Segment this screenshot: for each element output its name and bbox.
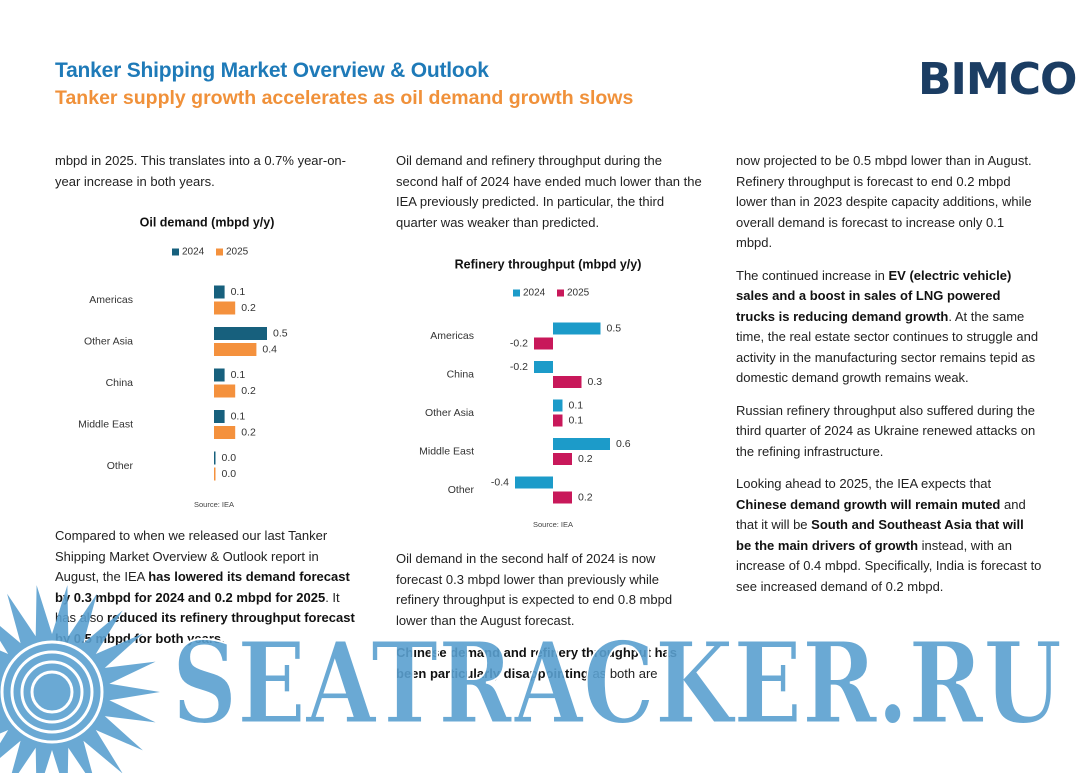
text: now projected to be 0.5 mbpd lower than … (736, 153, 1032, 250)
value-label: 0.5 (273, 327, 288, 339)
category-label: Other (448, 484, 475, 496)
bar (515, 476, 553, 489)
chart-title: Refinery throughput (mbpd y/y) (455, 257, 642, 271)
legend-label: 2024 (523, 288, 546, 299)
value-label: -0.2 (510, 337, 528, 349)
text: and that it will be (736, 496, 1026, 533)
bold-text: Chinese demand and refinery throughput h… (396, 645, 677, 681)
text: Looking ahead to 2025, the IEA expects t… (736, 476, 992, 491)
bold-text: Chinese demand growth will remain muted (736, 496, 1001, 512)
sunburst-ring (30, 670, 74, 714)
legend-label: 2025 (226, 247, 249, 258)
bar (553, 322, 601, 335)
value-label: 0.1 (569, 399, 584, 411)
paragraph: now projected to be 0.5 mbpd lower than … (736, 151, 1042, 254)
value-label: 0.0 (222, 452, 237, 464)
source: Source: IEA (533, 520, 573, 529)
paragraph: Compared to when we released our last Ta… (55, 526, 361, 649)
category-label: Middle East (419, 445, 474, 457)
category-label: Other Asia (84, 335, 133, 347)
sunburst-ring (10, 650, 94, 734)
legend-label: 2024 (182, 247, 205, 258)
text: instead, with an increase of 0.4 mbpd. S… (736, 537, 1042, 594)
text: . At the same time, the real estate sect… (736, 308, 1039, 386)
bar (553, 376, 582, 388)
text: The continued increase in (736, 267, 889, 283)
bar (553, 438, 610, 450)
bar (553, 453, 572, 465)
value-label: 0.1 (231, 286, 246, 298)
paragraph: mbpd in 2025. This translates into a 0.7… (55, 151, 361, 192)
bar (553, 399, 563, 412)
paragraph: Chinese demand and refinery throughput h… (396, 643, 702, 684)
paragraph: Looking ahead to 2025, the IEA expects t… (736, 474, 1042, 597)
category-label: China (106, 377, 134, 389)
value-label: 0.1 (569, 414, 584, 426)
bar (214, 285, 225, 299)
legend-swatch (513, 289, 520, 297)
legend-label: 2025 (567, 288, 590, 299)
bar (214, 384, 236, 398)
category-label: Americas (89, 294, 133, 306)
column: mbpd in 2025. This translates into a 0.7… (55, 151, 361, 661)
paragraph: Russian refinery throughput also suffere… (736, 401, 1042, 463)
bar (214, 343, 257, 356)
source: Source: IEA (194, 500, 234, 509)
bold-text: EV (electric vehicle) sales and a boost … (736, 267, 1012, 324)
column: Oil demand and refinery throughput durin… (396, 151, 702, 696)
bold-text: South and Southeast Asia that will be th… (736, 517, 1024, 553)
category-label: Other Asia (425, 407, 474, 419)
value-label: 0.4 (262, 343, 277, 355)
category-label: Americas (430, 330, 474, 342)
bar (214, 301, 236, 315)
bar (214, 451, 216, 465)
value-label: 0.5 (607, 322, 622, 334)
value-label: 0.2 (241, 426, 256, 438)
value-label: 0.2 (578, 491, 593, 503)
logo: BIMCO (918, 54, 1077, 105)
bar (214, 327, 267, 340)
value-label: 0.2 (578, 453, 593, 465)
bar (553, 491, 572, 504)
value-label: 0.2 (241, 385, 256, 397)
bar (534, 361, 553, 373)
value-label: 0.1 (231, 410, 246, 422)
value-label: 0.0 (222, 468, 237, 480)
text: Oil demand and refinery throughput durin… (396, 153, 702, 230)
category-label: Middle East (78, 418, 133, 430)
chart-title: Oil demand (mbpd y/y) (140, 215, 275, 229)
text: as both are (588, 665, 658, 681)
sunburst-ring (20, 660, 84, 724)
value-label: -0.4 (491, 476, 509, 488)
category-label: Other (107, 460, 134, 472)
chart: Refinery throughput (mbpd y/y) 2024 2025 Am… (419, 257, 642, 529)
column: now projected to be 0.5 mbpd lower than … (736, 151, 1042, 609)
subtitle: Tanker supply growth accelerates as oil … (55, 87, 634, 109)
bar (214, 368, 225, 382)
text: Compared to when we released our last Ta… (55, 528, 328, 584)
bar (214, 426, 236, 439)
text: mbpd in 2025. This translates into a 0.7… (55, 153, 346, 189)
chart: Oil demand (mbpd y/y) 2024 2025 Americas 0.1… (78, 215, 288, 509)
bar (553, 414, 563, 427)
value-label: 0.3 (588, 376, 603, 388)
paragraph: Oil demand and refinery throughput durin… (396, 151, 702, 233)
legend-swatch (172, 248, 179, 256)
text: Oil demand in the second half of 2024 is… (396, 551, 673, 628)
bar (534, 337, 553, 350)
value-label: 0.2 (241, 302, 256, 314)
value-label: 0.1 (231, 369, 246, 381)
value-label: -0.2 (510, 361, 528, 373)
bar (214, 410, 225, 423)
title: Tanker Shipping Market Overview & Outloo… (55, 59, 489, 82)
category-label: China (447, 368, 475, 380)
text: Russian refinery throughput also suffere… (736, 402, 1036, 459)
legend-swatch (557, 289, 564, 297)
bar (214, 467, 216, 481)
paragraph: Oil demand in the second half of 2024 is… (396, 549, 702, 631)
paragraph: The continued increase in EV (electric v… (736, 266, 1042, 389)
legend-swatch (216, 248, 223, 256)
value-label: 0.6 (616, 438, 631, 450)
